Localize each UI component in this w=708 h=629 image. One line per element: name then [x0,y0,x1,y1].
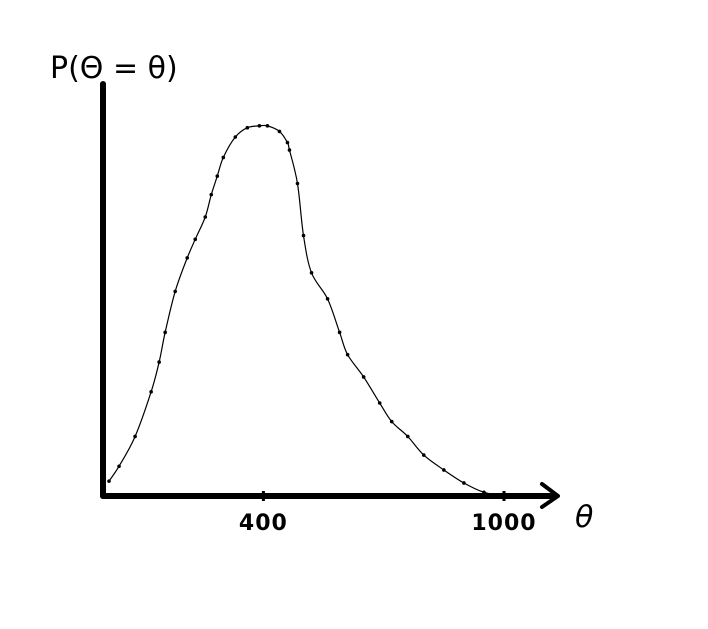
data-point-15 [257,124,262,128]
data-point-14 [245,125,250,130]
data-point-23 [325,297,330,301]
data-point-21 [301,233,306,238]
data-point-28 [389,419,394,424]
data-point-20 [295,181,300,186]
data-point-3 [149,390,153,394]
data-point-24 [337,330,342,335]
data-point-16 [265,124,270,128]
data-point-4 [157,360,161,364]
data-point-2 [133,434,137,439]
data-point-0 [107,479,111,483]
data-point-1 [117,464,121,469]
data-point-17 [277,129,282,134]
data-point-25 [345,352,350,357]
x-axis-arrowhead [540,482,560,509]
data-point-5 [163,330,167,335]
data-point-30 [422,453,426,457]
data-point-10 [209,192,214,197]
data-point-7 [185,256,190,260]
data-point-22 [309,271,314,275]
data-point-34 [502,494,506,498]
x-axis-label: θ [575,500,593,535]
data-points [107,124,506,498]
data-point-6 [173,289,177,294]
data-point-12 [221,155,226,160]
data-point-9 [203,215,208,219]
data-point-29 [405,434,410,439]
data-point-11 [215,174,220,178]
data-point-31 [442,468,446,472]
data-point-13 [233,135,238,139]
data-point-33 [482,490,486,495]
data-point-8 [193,237,198,242]
x-tick-label-400: 400 [239,511,288,536]
data-point-18 [285,140,290,145]
data-point-26 [361,375,366,379]
data-point-27 [377,401,382,405]
x-tick-group: 400 1000 [239,491,536,536]
y-axis-label: P(Θ = θ) [50,51,178,86]
data-point-19 [287,148,292,152]
x-tick-label-1000: 1000 [471,511,536,536]
data-point-32 [462,481,466,485]
series-line [108,124,505,497]
